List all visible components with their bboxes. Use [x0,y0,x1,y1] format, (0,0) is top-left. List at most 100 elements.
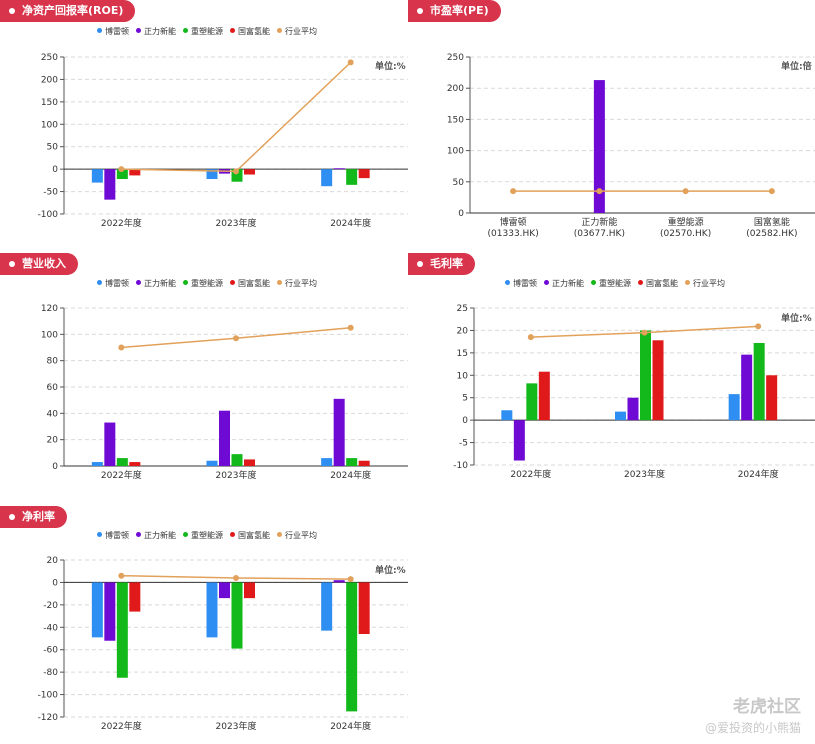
gross-unit: 单位:% [781,314,812,324]
legend-item[interactable]: 国富氢能 [638,278,678,289]
bar [333,580,345,583]
legend-item[interactable]: 博雷顿 [97,26,129,37]
y-tick-label: 25 [457,304,468,314]
legend-label: 博雷顿 [105,279,129,288]
bar [104,422,116,466]
legend-item[interactable]: 博雷顿 [505,278,537,289]
legend-dot-icon [277,532,282,537]
legend-item[interactable]: 正力新能 [136,26,176,37]
gross-chart: -10 -5 0 5 10 15 20 25 2022年度 2023年度 2024年度 [453,304,815,480]
legend-item[interactable]: 重塑能源 [183,26,223,37]
revenue-legend: 博雷顿 正力新能 重塑能源 国富氢能 行业平均 [97,278,324,289]
roe-legend: 博雷顿 正力新能 重塑能源 国富氢能 行业平均 [97,26,324,37]
legend-item[interactable]: 重塑能源 [183,278,223,289]
x-tick-label: 2024年度 [330,217,371,229]
bar [593,80,605,213]
legend-item[interactable]: 博雷顿 [97,530,129,541]
x-tick-label: 2024年度 [738,468,779,480]
revenue-panel: 营业收入 博雷顿 正力新能 重塑能源 国富氢能 行业平均 0 20 40 60 80 100 120… [0,253,410,493]
y-tick-label: -60 [43,646,58,656]
y-tick-label: -20 [43,601,58,611]
x-tick-label: 2022年度 [510,468,551,480]
legend-dot-icon [277,280,282,285]
legend-dot-icon [136,532,141,537]
y-tick-label: 0 [52,165,58,175]
legend-dot-icon [97,280,102,285]
legend-dot-icon [544,280,549,285]
legend-item[interactable]: 行业平均 [277,278,317,289]
legend-dot-icon [183,28,188,33]
legend-item[interactable]: 正力新能 [136,278,176,289]
legend-label: 正力新能 [144,531,176,540]
legend-dot-icon [685,280,690,285]
legend-item[interactable]: 重塑能源 [183,530,223,541]
y-tick-label: 80 [47,357,59,367]
legend-item[interactable]: 行业平均 [277,26,317,37]
bar [346,458,358,466]
y-tick-label: 0 [52,462,58,472]
legend-item[interactable]: 国富氢能 [230,26,270,37]
y-tick-label: 50 [47,143,59,153]
bar [244,582,255,599]
legend-item[interactable]: 行业平均 [277,530,317,541]
net-chart: -120 -100 -80 -60 -40 -20 0 20 2022年度 2023年度 2024年… [38,556,408,732]
bar [321,458,333,466]
legend-item[interactable]: 正力新能 [544,278,584,289]
bar [116,169,128,180]
legend-item[interactable]: 博雷顿 [97,278,129,289]
bar [741,354,753,421]
x-tick-label: 2023年度 [216,469,257,481]
legend-dot-icon [505,280,510,285]
legend-item[interactable]: 国富氢能 [230,530,270,541]
net-legend: 博雷顿 正力新能 重塑能源 国富氢能 行业平均 [97,530,324,541]
legend-label: 行业平均 [693,279,725,288]
average-point [641,329,648,336]
bar [627,397,639,421]
y-tick-label: 100 [447,147,464,157]
legend-label: 重塑能源 [191,531,223,540]
bar [358,460,370,466]
legend-label: 国富氢能 [238,27,270,36]
y-tick-label: -5 [459,439,468,449]
y-tick-label: 100 [41,330,58,340]
bar [104,169,116,200]
legend-item[interactable]: 重塑能源 [591,278,631,289]
legend-dot-icon [230,532,235,537]
y-tick-label: 150 [447,115,464,125]
bar [766,375,778,421]
bar [206,169,218,180]
bar [526,383,538,421]
y-tick-label: 0 [458,209,464,219]
legend-label: 国富氢能 [646,279,678,288]
legend-dot-icon [183,532,188,537]
legend-item[interactable]: 正力新能 [136,530,176,541]
average-point [347,576,354,583]
pe-title: 市盈率(PE) [408,0,501,22]
y-tick-label: 20 [47,436,59,446]
legend-label: 重塑能源 [191,27,223,36]
bar [640,330,651,421]
legend-item[interactable]: 国富氢能 [230,278,270,289]
x-tick-label: 2022年度 [101,469,142,481]
legend-label: 国富氢能 [238,279,270,288]
y-tick-label: 50 [453,178,465,188]
bar [615,411,626,421]
legend-label: 正力新能 [144,279,176,288]
legend-label: 重塑能源 [599,279,631,288]
y-tick-label: 10 [457,371,469,381]
average-point [347,59,354,66]
y-tick-label: 20 [457,326,469,336]
legend-item[interactable]: 行业平均 [685,278,725,289]
revenue-title: 营业收入 [0,253,78,275]
legend-label: 行业平均 [285,531,317,540]
gross-panel: 毛利率 博雷顿 正力新能 重塑能源 国富氢能 行业平均 单位:% -10 -5 0 5 10 15… [408,253,815,493]
average-point [118,344,125,351]
x-tick-label: 2024年度 [330,469,371,481]
bar [652,340,664,421]
legend-dot-icon [97,532,102,537]
legend-label: 行业平均 [285,27,317,36]
average-point [233,574,239,581]
bar [321,169,333,187]
y-tick-label: 200 [447,84,464,94]
legend-dot-icon [230,280,235,285]
